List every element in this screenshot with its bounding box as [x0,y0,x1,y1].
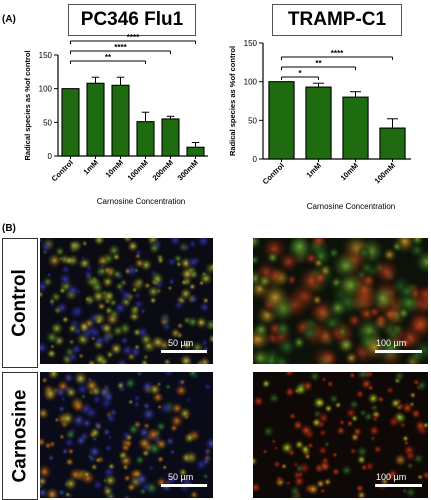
bar [161,118,180,157]
y-tick-label: 0 [48,152,53,161]
significance-label: ** [105,53,112,62]
x-tick-label: 100mM [373,161,397,185]
bar [268,81,295,160]
bar [61,88,80,157]
panel-a-label: (A) [2,14,16,25]
x-tick-label: 10mM [104,158,125,179]
row-label-carnosine: Carnosine [2,372,38,500]
y-tick-label: 50 [43,118,52,127]
scale-bar-label: 100 µm [376,338,407,348]
panel-b-label: (B) [2,223,16,234]
bar [305,86,332,160]
scale-bar [161,350,207,353]
micrograph-tramp-carnosine: 100 µm [253,372,428,498]
y-axis-label: Radical species as %of control [228,46,237,156]
bar [342,96,369,160]
y-tick-label: 150 [39,51,53,60]
bar [186,146,205,157]
micrograph-pc346-carnosine: 50 µm [40,372,213,498]
x-tick-label: 200mM [151,158,175,182]
y-tick-label: 100 [244,78,258,87]
x-tick-label: 100mM [126,158,150,182]
x-tick-label: 1mM [304,161,322,179]
significance-label: **** [331,49,344,58]
significance-label: ** [315,59,322,68]
scale-bar [375,484,422,487]
bar [379,127,406,160]
scale-bar-label: 50 µm [168,472,194,482]
bar [86,82,105,157]
x-tick-label: Control [50,158,75,183]
significance-label: * [298,69,302,78]
y-axis-label: Radical species as %of control [23,50,32,160]
micrograph-tramp-control: 100 µm [253,238,428,364]
x-axis-label: Carnosine Concentration [97,197,186,206]
significance-label: **** [114,43,127,52]
x-tick-label: Control [261,161,286,186]
scale-bar-label: 50 µm [168,338,194,348]
y-tick-label: 100 [39,85,53,94]
scale-bar [161,484,207,487]
row-label-control: Control [2,238,38,368]
bar-chart-tramp: 0 50 100 150 Radical species as %of control C… [228,39,411,210]
x-tick-label: 10mM [339,161,360,182]
x-axis-label: Carnosine Concentration [307,202,396,210]
bar [136,121,155,157]
bar [111,84,130,157]
scale-bar [375,350,422,353]
scale-bar-label: 100 µm [376,472,407,482]
chart-title-tramp: TRAMP-C1 [272,4,402,36]
micrograph-pc346-control: 50 µm [40,238,213,364]
chart-title-pc346: PC346 Flu1 [68,4,196,36]
y-tick-label: 150 [244,39,258,48]
significance-label: **** [127,33,140,42]
x-tick-label: 300mM [176,158,200,182]
x-tick-label: 1mM [81,158,99,176]
bar-chart-pc346: 0 50 100 150 Radical species as %of control C… [23,33,208,206]
y-tick-label: 50 [248,116,257,125]
y-tick-label: 0 [253,155,258,164]
